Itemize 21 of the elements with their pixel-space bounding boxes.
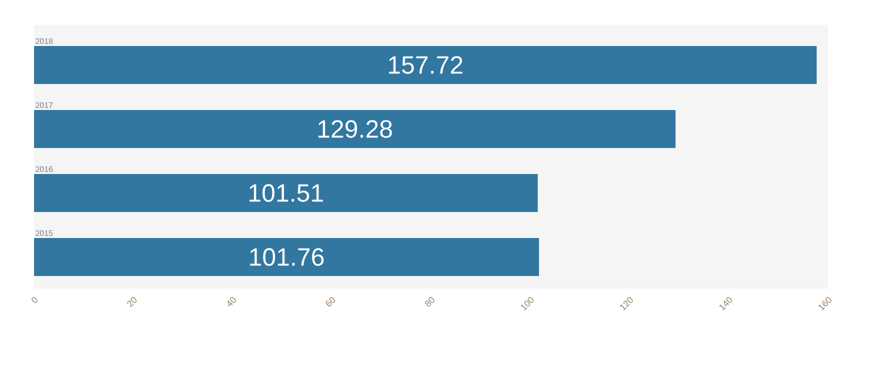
bar: [34, 110, 676, 148]
bar: [34, 174, 538, 212]
data-label: 101.76: [250, 248, 324, 266]
bar: [34, 46, 817, 84]
bar: [34, 238, 539, 276]
data-label: 101.51: [250, 184, 323, 202]
x-tick-label: 40: [228, 297, 236, 306]
x-tick-label: 20: [127, 297, 137, 308]
x-tick-label: 160: [818, 297, 832, 311]
x-tick-label: 60: [326, 297, 336, 306]
y-tick-label: 2017: [36, 102, 53, 108]
x-tick-label: 120: [620, 297, 633, 311]
y-tick-label: 2015: [36, 230, 53, 236]
y-tick-label: 2016: [36, 166, 53, 172]
data-label: 157.72: [389, 56, 462, 74]
x-tick-label: 0: [32, 297, 38, 303]
x-tick-label: 140: [720, 297, 732, 311]
y-tick-label: 2018: [36, 38, 53, 44]
x-tick-label: 100: [521, 297, 534, 311]
data-label: 129.28: [318, 120, 392, 138]
x-tick-label: 80: [424, 297, 434, 307]
